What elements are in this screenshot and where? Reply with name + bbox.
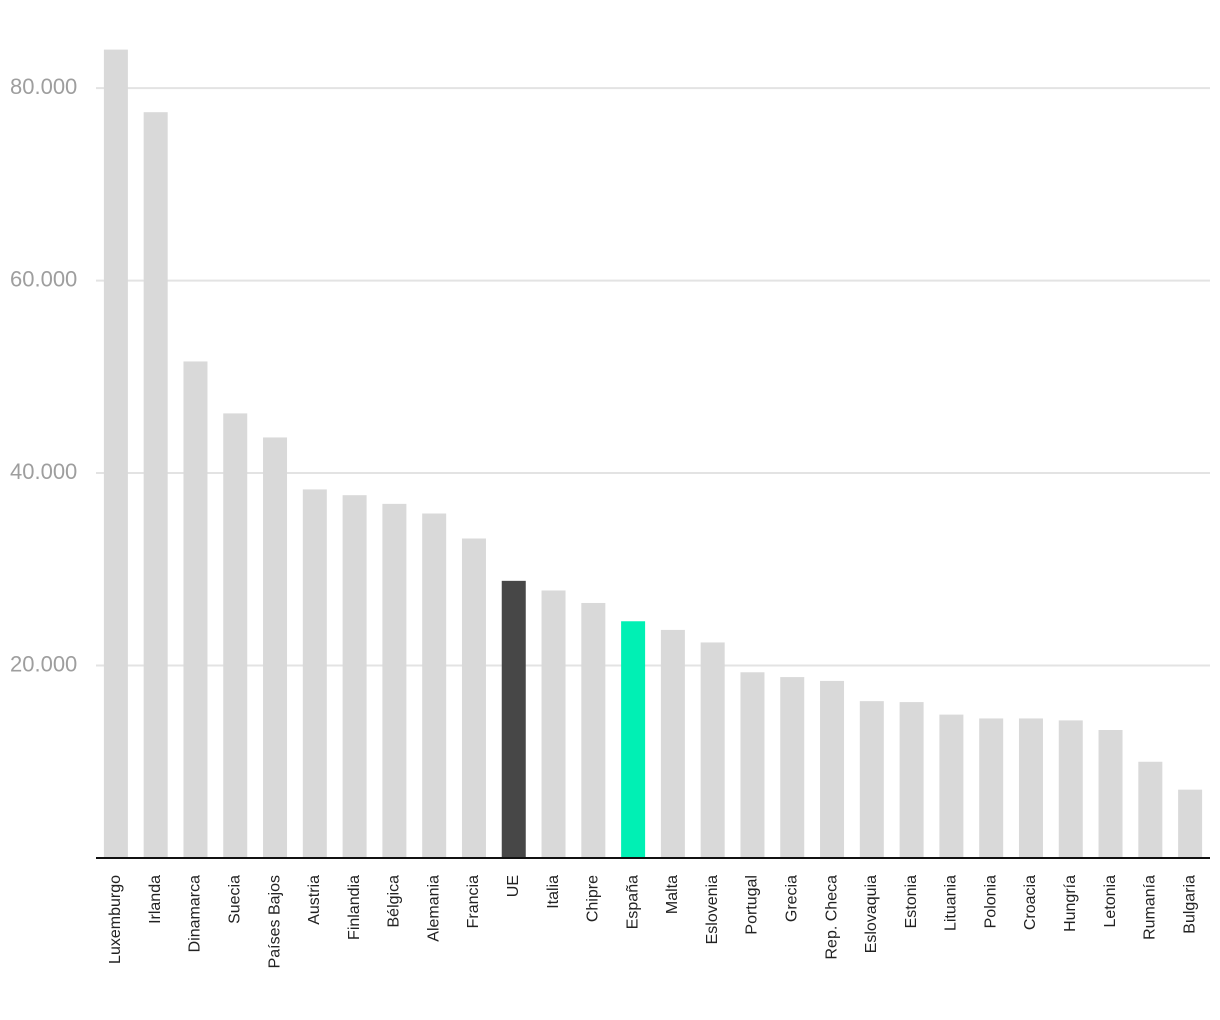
bar (1098, 730, 1123, 858)
bar (1138, 761, 1163, 858)
bar (979, 718, 1004, 858)
x-tick-label: Bulgaria (1181, 875, 1198, 934)
bar (143, 112, 168, 859)
bar (899, 702, 924, 858)
bar (621, 621, 646, 858)
x-tick-label: Finlandia (346, 875, 363, 940)
y-tick-label: 20.000 (10, 651, 77, 676)
x-tick-label: Alemania (425, 875, 442, 942)
y-tick-label: 80.000 (10, 74, 77, 99)
x-tick-label: Portugal (744, 875, 761, 935)
x-tick-label: Países Bajos (266, 875, 283, 968)
bar (581, 602, 606, 858)
bar (660, 629, 685, 858)
x-tick-label: Chipre (585, 875, 602, 922)
bar (342, 495, 367, 858)
bar (1018, 718, 1043, 858)
bar (461, 538, 486, 858)
x-tick-label: Croacia (1022, 875, 1039, 930)
x-tick-label: Rumanía (1142, 875, 1159, 940)
x-tick-label: Hungría (1062, 875, 1079, 932)
x-tick-label: Letonia (1102, 875, 1119, 928)
bar (501, 580, 526, 858)
x-tick-label: Rep. Checa (823, 875, 840, 960)
bar (183, 361, 208, 858)
x-tick-label: Eslovaquia (863, 875, 880, 953)
bar (939, 714, 964, 858)
bar (541, 590, 566, 858)
x-tick-label: Eslovenia (704, 875, 721, 944)
x-tick-label: Dinamarca (187, 875, 204, 952)
bar (103, 49, 128, 858)
x-tick-label: Italia (545, 875, 562, 909)
x-tick-label: Grecia (783, 875, 800, 922)
bar (1058, 720, 1083, 858)
x-tick-label: Bélgica (386, 875, 403, 928)
bar (1178, 789, 1203, 858)
bar (223, 413, 248, 858)
x-tick-label: Luxemburgo (107, 875, 124, 964)
bar (740, 672, 765, 858)
x-tick-label: Malta (664, 875, 681, 914)
bar (422, 513, 447, 858)
y-tick-label: 60.000 (10, 266, 77, 291)
x-tick-label: Irlanda (147, 875, 164, 924)
x-tick-label: UE (505, 875, 522, 897)
x-tick-label: Austria (306, 875, 323, 925)
y-tick-label: 40.000 (10, 459, 77, 484)
x-tick-label: Suecia (226, 875, 243, 924)
bar (780, 677, 805, 858)
bar (820, 680, 845, 858)
bar (700, 642, 725, 858)
bar (263, 437, 288, 858)
x-tick-label: España (624, 875, 641, 929)
x-tick-label: Lituania (943, 875, 960, 931)
x-tick-label: Polonia (982, 875, 999, 928)
bar (859, 701, 884, 858)
x-tick-label: Estonia (903, 875, 920, 928)
bar (302, 489, 327, 858)
bar (382, 503, 407, 858)
x-tick-label: Francia (465, 875, 482, 928)
